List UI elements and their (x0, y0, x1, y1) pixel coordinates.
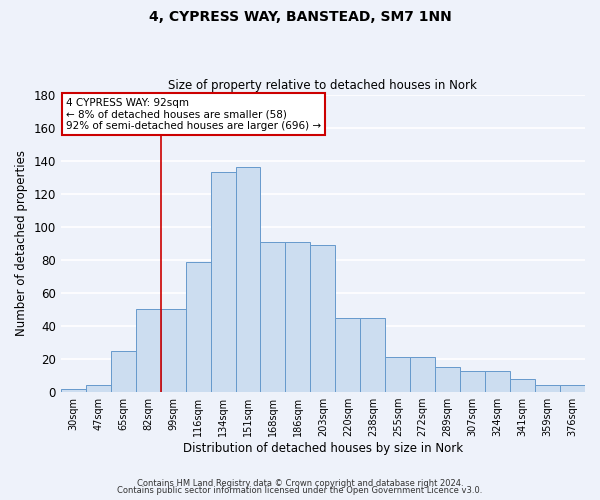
Bar (485, 370, 510, 392)
Text: 4 CYPRESS WAY: 92sqm
← 8% of detached houses are smaller (58)
92% of semi-detach: 4 CYPRESS WAY: 92sqm ← 8% of detached ho… (66, 98, 321, 130)
Bar (361, 318, 385, 392)
Bar (310, 245, 335, 392)
Bar (161, 310, 185, 392)
Title: Size of property relative to detached houses in Nork: Size of property relative to detached ho… (169, 79, 478, 92)
Bar (236, 168, 260, 392)
Bar (136, 310, 161, 392)
Y-axis label: Number of detached properties: Number of detached properties (15, 150, 28, 336)
Text: 4, CYPRESS WAY, BANSTEAD, SM7 1NN: 4, CYPRESS WAY, BANSTEAD, SM7 1NN (149, 10, 451, 24)
Text: Contains HM Land Registry data © Crown copyright and database right 2024.: Contains HM Land Registry data © Crown c… (137, 478, 463, 488)
Bar (510, 379, 535, 392)
Bar (560, 386, 585, 392)
Bar (86, 386, 111, 392)
Bar (61, 389, 86, 392)
Bar (185, 262, 211, 392)
X-axis label: Distribution of detached houses by size in Nork: Distribution of detached houses by size … (183, 442, 463, 455)
Bar (286, 242, 310, 392)
Text: Contains public sector information licensed under the Open Government Licence v3: Contains public sector information licen… (118, 486, 482, 495)
Bar (535, 386, 560, 392)
Bar (460, 370, 485, 392)
Bar (335, 318, 361, 392)
Bar (111, 351, 136, 392)
Bar (410, 358, 435, 392)
Bar (385, 358, 410, 392)
Bar (435, 368, 460, 392)
Bar (260, 242, 286, 392)
Bar (211, 172, 236, 392)
